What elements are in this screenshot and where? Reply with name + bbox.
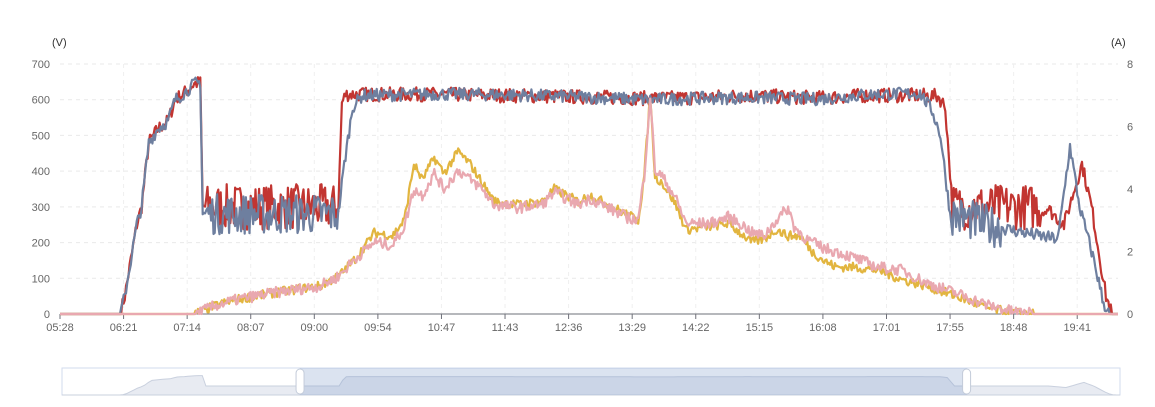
zoom-handle-end[interactable]: [962, 368, 972, 395]
x-tick-label: 05:28: [46, 322, 74, 334]
x-tick-label: 19:41: [1063, 322, 1091, 334]
y-right-tick-label: 2: [1127, 247, 1133, 259]
zoom-preview: [62, 375, 1120, 396]
x-tick-label: 09:54: [364, 322, 392, 334]
zoom-selected-range[interactable]: [300, 368, 967, 395]
x-tick-label: 11:43: [492, 322, 519, 334]
zoom-handle-start[interactable]: [295, 368, 305, 395]
y-left-unit-label: (V): [52, 37, 67, 49]
x-tick-label: 10:47: [428, 322, 456, 334]
y-left-tick-label: 500: [32, 130, 50, 142]
y-right-unit-label: (A): [1111, 37, 1126, 49]
x-tick-label: 07:14: [173, 322, 201, 334]
x-tick-label: 08:07: [237, 322, 265, 334]
x-tick-label: 12:36: [555, 322, 583, 334]
y-left-tick-label: 600: [32, 95, 50, 107]
series-line-0: [60, 76, 1118, 316]
y-left-tick-label: 700: [32, 59, 50, 71]
x-tick-label: 16:08: [809, 322, 837, 334]
series-lines: [60, 76, 1118, 316]
y-left-tick-label: 400: [32, 166, 50, 178]
series-line-1: [60, 76, 1118, 316]
x-tick-label: 17:01: [873, 322, 901, 334]
x-tick-label: 06:21: [110, 322, 138, 334]
y-right-tick-label: 0: [1127, 309, 1133, 321]
y-left-tick-label: 300: [32, 202, 50, 214]
x-tick-label: 09:00: [301, 322, 329, 334]
y-left-tick-label: 100: [32, 273, 50, 285]
x-tick-label: 18:48: [1000, 322, 1028, 334]
series-line-3: [60, 97, 1118, 316]
x-tick-label: 15:15: [746, 322, 774, 334]
y-left-tick-label: 200: [32, 238, 50, 250]
y-right-tick-label: 4: [1127, 184, 1133, 196]
x-tick-label: 14:22: [682, 322, 710, 334]
axes: 0 100 200 300 400 500 600 700 0 2 4 6 8 05:28 06:21 07:…: [32, 59, 1133, 334]
y-right-tick-label: 8: [1127, 59, 1133, 71]
y-left-tick-label: 0: [44, 309, 50, 321]
data-zoom-slider[interactable]: [61, 367, 1121, 396]
y-right-tick-label: 6: [1127, 122, 1133, 134]
x-tick-label: 13:29: [618, 322, 646, 334]
x-tick-label: 17:55: [936, 322, 964, 334]
